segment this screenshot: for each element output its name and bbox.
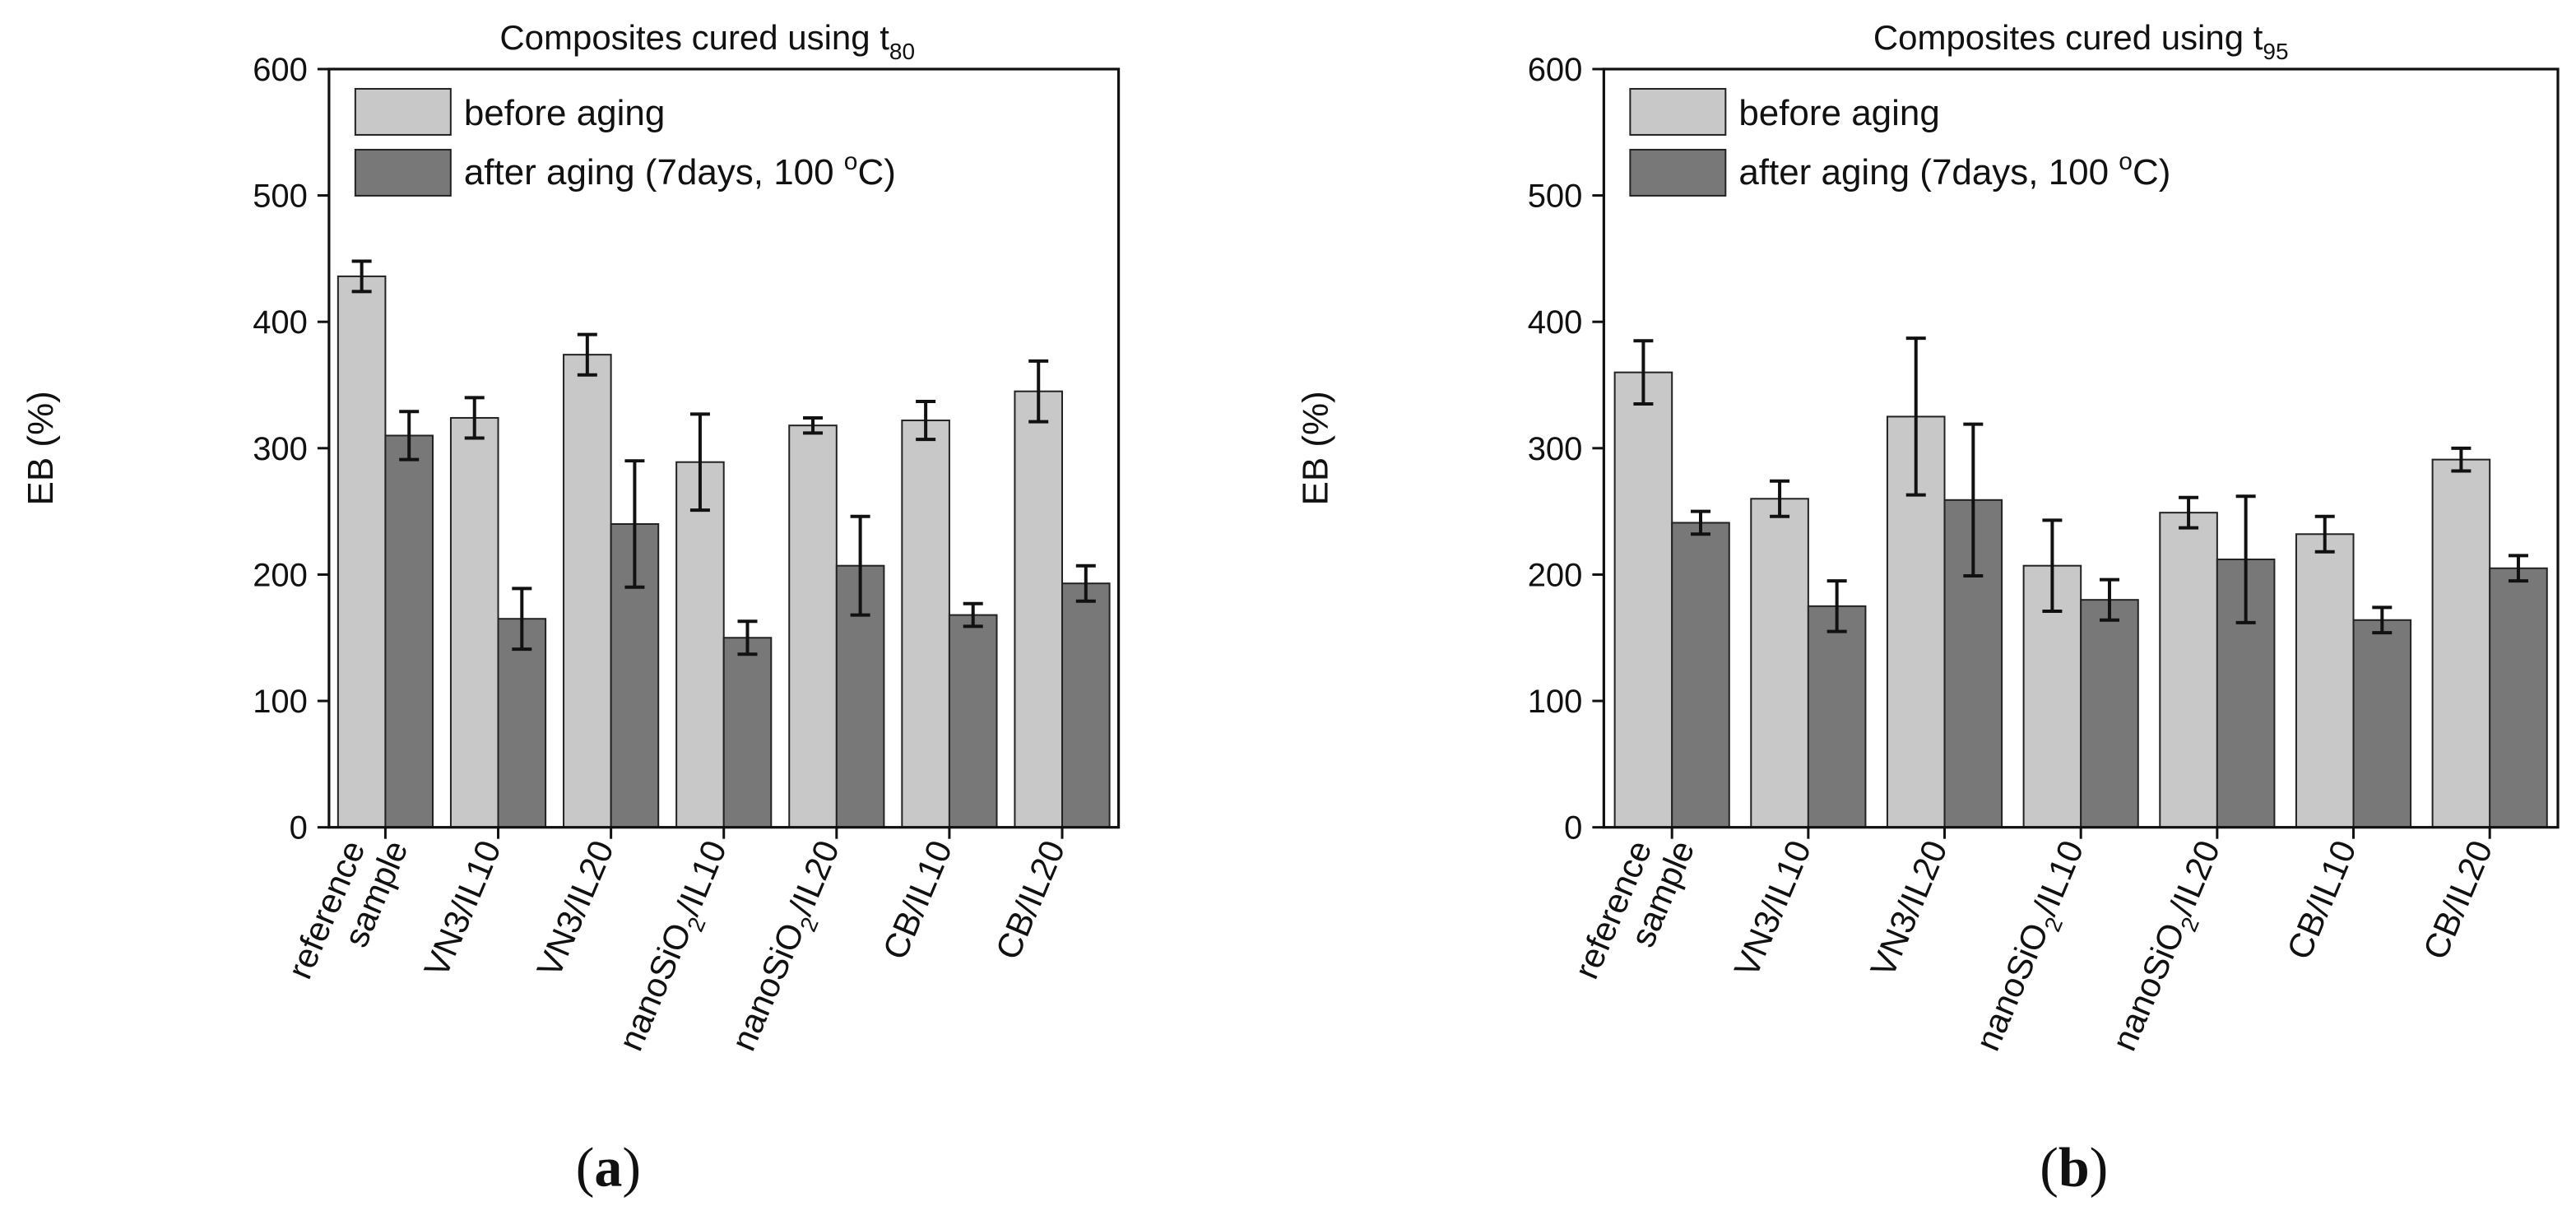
bar-before-4 xyxy=(788,424,838,828)
error-bar-before-6 xyxy=(2451,446,2472,473)
error-bar-before-0 xyxy=(1633,339,1654,406)
error-bar-before-2 xyxy=(1905,336,1926,497)
bar-before-5 xyxy=(2295,533,2355,828)
legend-swatch-after xyxy=(1629,148,1727,197)
x-tick-label: CB/IL20 xyxy=(988,835,1073,965)
y-tick-label: 600 xyxy=(1528,52,1583,88)
bar-before-4 xyxy=(2159,512,2218,828)
error-bar-before-5 xyxy=(916,399,936,442)
bar-before-2 xyxy=(563,354,612,828)
x-tick-label: VN3/IL20 xyxy=(1863,835,1955,982)
y-tick-label: 300 xyxy=(1528,431,1583,467)
error-bar-after-0 xyxy=(399,410,420,462)
legend-label-after: after aging (7days, 100 oC) xyxy=(1738,148,2170,192)
error-bar-before-4 xyxy=(2179,495,2199,530)
chart-title: Composites cured using t80 xyxy=(499,18,915,64)
error-bar-after-6 xyxy=(1075,564,1096,603)
y-tick-label: 500 xyxy=(1528,179,1583,215)
legend: before aging after aging (7days, 100 oC) xyxy=(354,87,896,197)
legend-swatch-after xyxy=(354,148,452,197)
y-axis-label: EB (%) xyxy=(1295,391,1335,505)
y-tick-label: 500 xyxy=(253,179,308,215)
error-bar-before-6 xyxy=(1028,359,1049,424)
error-bar-after-4 xyxy=(2235,494,2256,624)
error-bar-after-2 xyxy=(624,459,645,589)
error-bar-before-2 xyxy=(577,332,597,377)
error-bar-before-5 xyxy=(2314,514,2335,554)
bar-before-0 xyxy=(1613,371,1673,828)
panel-label: (a) xyxy=(576,1136,641,1199)
legend: before aging after aging (7days, 100 oC) xyxy=(1629,87,2170,197)
bar-before-3 xyxy=(675,461,725,828)
x-tick-label: VN3/IL20 xyxy=(529,835,621,982)
y-tick-label: 300 xyxy=(253,431,308,467)
bar-before-1 xyxy=(1750,498,1809,828)
bar-before-0 xyxy=(337,275,387,828)
bar-before-1 xyxy=(449,416,499,828)
y-tick-label: 100 xyxy=(1528,684,1583,720)
error-bar-before-0 xyxy=(351,259,372,294)
bar-after-0 xyxy=(1671,522,1730,828)
error-bar-after-3 xyxy=(2099,577,2119,622)
error-bar-before-3 xyxy=(689,412,710,513)
y-tick-label: 200 xyxy=(253,557,308,593)
legend-label-before: before aging xyxy=(464,93,665,133)
x-tick-label: VN3/IL10 xyxy=(1727,835,1819,982)
bar-before-6 xyxy=(1014,390,1064,828)
x-tick-label: nanoSiO2/IL20 xyxy=(723,835,853,1059)
bar-after-6 xyxy=(2489,567,2548,828)
error-bar-after-5 xyxy=(963,601,983,629)
y-tick-label: 400 xyxy=(1528,304,1583,341)
error-bar-before-4 xyxy=(803,415,824,435)
y-tick-label: 100 xyxy=(253,684,308,720)
x-tick-label: VN3/IL10 xyxy=(416,835,508,982)
error-bar-after-3 xyxy=(737,619,758,656)
legend-swatch-before xyxy=(1629,87,1727,136)
y-tick-label: 0 xyxy=(1564,810,1582,847)
bar-before-5 xyxy=(901,420,950,828)
x-tick-label: CB/IL10 xyxy=(875,835,960,965)
y-tick-label: 400 xyxy=(253,304,308,341)
bar-after-3 xyxy=(722,637,773,828)
legend-label-after: after aging (7days, 100 oC) xyxy=(464,148,896,192)
bar-after-1 xyxy=(1807,605,1867,828)
x-tick-label: CB/IL10 xyxy=(2279,835,2364,965)
y-tick-label: 200 xyxy=(1528,557,1583,593)
error-bar-after-6 xyxy=(2508,554,2528,583)
error-bar-before-3 xyxy=(2042,518,2063,613)
error-bar-after-1 xyxy=(1826,579,1847,633)
legend-label-before: before aging xyxy=(1738,93,1939,133)
bar-before-6 xyxy=(2431,458,2491,828)
bar-after-0 xyxy=(384,434,434,828)
bar-after-5 xyxy=(948,614,998,828)
error-bar-before-1 xyxy=(1770,479,1790,518)
error-bar-after-1 xyxy=(512,587,532,652)
chart-title: Composites cured using t95 xyxy=(1873,18,2289,64)
x-tick-label: CB/IL20 xyxy=(2416,835,2500,965)
bar-after-3 xyxy=(2080,599,2139,828)
y-axis-label: EB (%) xyxy=(21,391,61,505)
bar-after-6 xyxy=(1061,582,1111,828)
panel-label: (b) xyxy=(2040,1136,2108,1199)
x-tick-label: nanoSiO2/IL20 xyxy=(2104,835,2234,1059)
bar-after-5 xyxy=(2352,619,2412,828)
y-tick-label: 0 xyxy=(290,810,308,847)
error-bar-before-1 xyxy=(464,396,485,440)
x-tick-label: nanoSiO2/IL10 xyxy=(1968,835,2098,1059)
legend-swatch-before xyxy=(354,87,452,136)
bar-after-1 xyxy=(497,618,547,828)
error-bar-after-2 xyxy=(1963,422,1984,577)
error-bar-after-0 xyxy=(1691,509,1710,536)
y-tick-label: 600 xyxy=(253,52,308,88)
error-bar-after-5 xyxy=(2372,605,2393,635)
x-tick-label: nanoSiO2/IL10 xyxy=(610,835,740,1059)
error-bar-after-4 xyxy=(850,514,870,617)
